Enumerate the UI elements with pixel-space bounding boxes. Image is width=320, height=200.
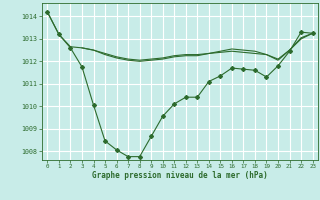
X-axis label: Graphe pression niveau de la mer (hPa): Graphe pression niveau de la mer (hPa) (92, 171, 268, 180)
